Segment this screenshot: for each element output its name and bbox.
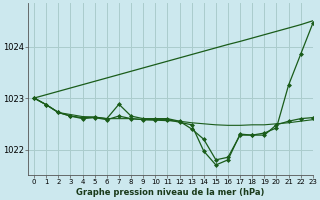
X-axis label: Graphe pression niveau de la mer (hPa): Graphe pression niveau de la mer (hPa) (76, 188, 265, 197)
